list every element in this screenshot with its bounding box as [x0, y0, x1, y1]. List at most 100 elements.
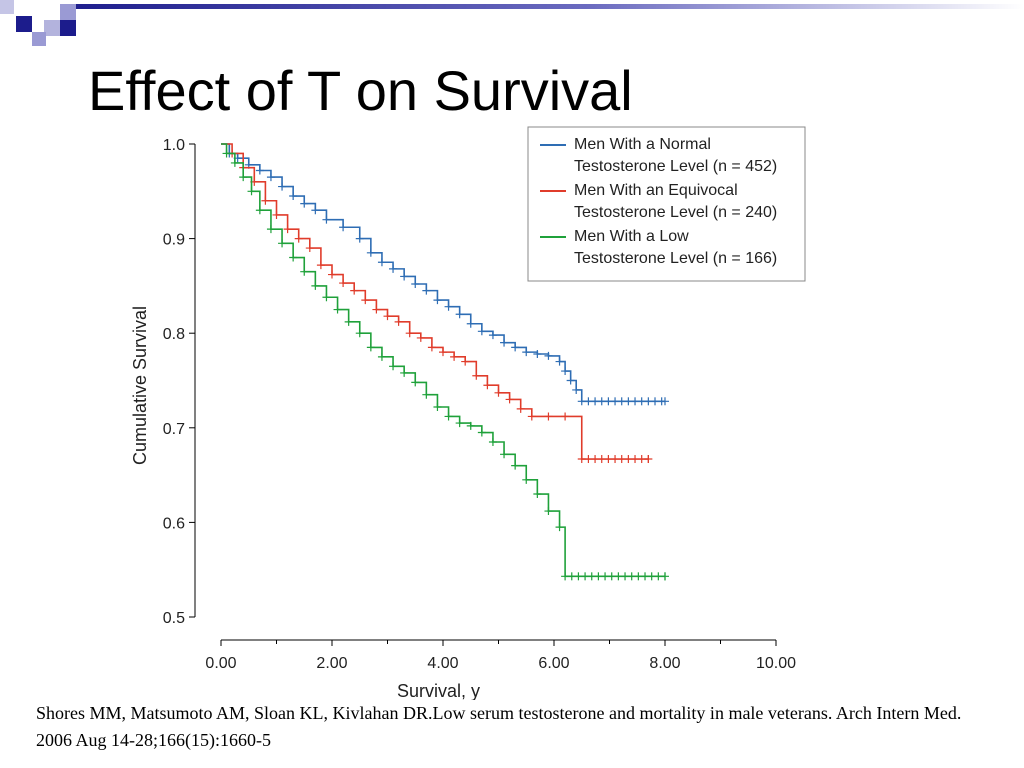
- censor-mark: [411, 280, 420, 289]
- censor-mark: [477, 327, 486, 336]
- y-tick-label: 0.8: [163, 326, 185, 343]
- censor-mark: [527, 412, 536, 421]
- legend-box: [527, 126, 806, 282]
- legend-label-3: Men With a Low: [574, 228, 689, 245]
- censor-mark: [500, 450, 509, 459]
- censor-mark: [455, 419, 464, 428]
- censor-mark: [439, 348, 447, 357]
- censor-mark: [300, 199, 309, 208]
- censor-mark: [400, 368, 409, 377]
- censor-mark: [488, 437, 497, 446]
- censor-mark: [661, 397, 669, 406]
- censor-mark: [505, 395, 514, 404]
- censor-mark: [294, 234, 303, 243]
- censor-mark: [561, 367, 570, 376]
- legend-label-2: Men With an Equivocal: [574, 182, 738, 199]
- y-tick-label: 0.5: [163, 610, 185, 627]
- censor-mark: [311, 281, 320, 290]
- censor-mark: [427, 343, 436, 352]
- censor-mark: [322, 215, 331, 224]
- censor-mark: [572, 385, 581, 394]
- censor-mark: [289, 192, 298, 201]
- censor-mark: [522, 475, 531, 484]
- censor-mark: [372, 305, 381, 314]
- censor-mark: [261, 196, 270, 205]
- y-tick-label: 1.0: [163, 137, 185, 154]
- censor-mark: [511, 461, 520, 470]
- censor-mark: [544, 412, 553, 421]
- censor-mark: [389, 264, 398, 273]
- x-tick-label: 10.00: [756, 655, 796, 672]
- survival-chart: 0.5 0.6 0.7 0.8 0.9 1.0 0.00 2.00 4.00 6.00 8.00 10…: [130, 126, 806, 700]
- censor-mark: [366, 343, 375, 352]
- censor-mark: [444, 302, 453, 311]
- censor-mark: [444, 412, 453, 421]
- slide-header-decoration: [0, 0, 1024, 46]
- censor-mark: [433, 296, 442, 305]
- x-tick-label: 4.00: [427, 655, 458, 672]
- y-tick-label: 0.6: [163, 515, 185, 532]
- censor-mark: [488, 331, 497, 340]
- censor-mark: [483, 381, 492, 390]
- censor-mark: [266, 173, 275, 182]
- censor-mark: [494, 388, 503, 397]
- censor-mark: [247, 187, 256, 196]
- slide-title: Effect of T on Survival: [88, 59, 633, 122]
- censor-mark: [230, 158, 239, 167]
- x-axis-label: Survival, y: [397, 681, 480, 700]
- censor-mark: [322, 293, 331, 302]
- censor-mark: [266, 225, 275, 234]
- censor-mark: [466, 319, 475, 328]
- censor-mark: [239, 173, 248, 182]
- legend-label-3: Testosterone Level (n = 166): [574, 250, 777, 267]
- censor-mark: [377, 352, 386, 361]
- censor-mark: [466, 421, 475, 430]
- legend-label-2: Testosterone Level (n = 240): [574, 204, 777, 221]
- censor-mark: [566, 376, 575, 385]
- censor-mark: [339, 279, 348, 288]
- censor-mark: [278, 182, 287, 191]
- y-tick-label: 0.7: [163, 421, 185, 438]
- censor-mark: [416, 333, 425, 342]
- legend-label-1: Men With a Normal: [574, 136, 711, 153]
- censor-mark: [511, 343, 520, 352]
- legend-label-1: Testosterone Level (n = 452): [574, 158, 777, 175]
- censor-mark: [577, 455, 586, 464]
- censor-mark: [339, 223, 348, 232]
- censor-mark: [328, 270, 336, 279]
- censor-mark: [561, 572, 570, 581]
- censor-mark: [278, 239, 287, 248]
- censor-mark: [305, 244, 314, 253]
- censor-mark: [561, 412, 570, 421]
- censor-mark: [555, 523, 564, 532]
- censor-mark: [311, 206, 320, 215]
- censor-mark: [366, 248, 375, 257]
- censor-mark: [255, 166, 264, 175]
- x-tick-label: 8.00: [649, 655, 680, 672]
- y-axis-label: Cumulative Survival: [130, 306, 150, 465]
- censor-mark: [400, 272, 409, 281]
- censor-mark: [389, 362, 398, 371]
- censor-mark: [533, 490, 542, 499]
- censor-mark: [316, 261, 325, 270]
- censor-mark: [333, 305, 342, 314]
- censor-mark: [289, 253, 298, 262]
- censor-mark: [383, 312, 392, 321]
- censor-mark: [283, 225, 292, 234]
- censor-mark: [394, 317, 403, 326]
- censor-mark: [544, 351, 553, 360]
- censor-mark: [516, 404, 525, 413]
- censor-mark: [300, 267, 309, 276]
- x-tick-label: 6.00: [538, 655, 569, 672]
- censor-mark: [222, 149, 231, 158]
- censor-mark: [422, 286, 431, 295]
- censor-mark: [272, 210, 281, 219]
- y-tick-label: 0.9: [163, 232, 185, 249]
- censor-mark: [477, 428, 486, 437]
- censor-mark: [461, 357, 470, 366]
- censor-mark: [522, 348, 531, 357]
- censor-mark: [555, 357, 564, 366]
- censor-mark: [344, 317, 353, 326]
- censor-mark: [533, 350, 542, 359]
- censor-mark: [450, 352, 459, 361]
